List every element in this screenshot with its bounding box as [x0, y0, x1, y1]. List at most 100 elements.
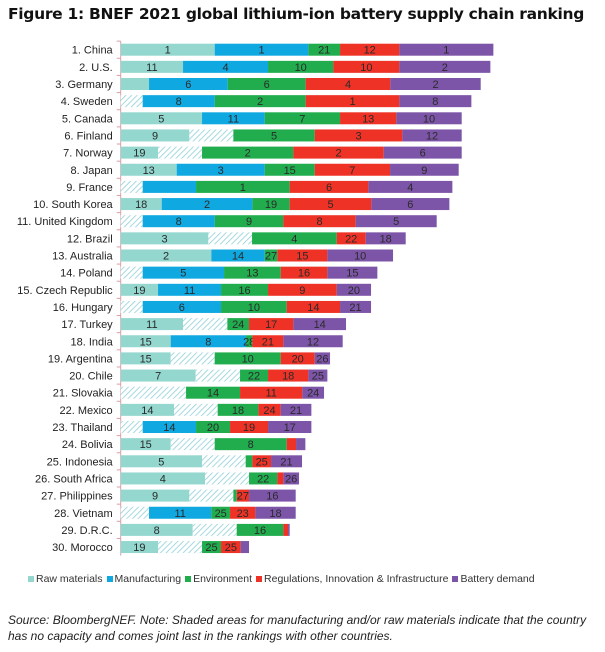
bar-segment-battery-demand [371, 198, 450, 211]
segment-rank-label: 5 [180, 268, 186, 280]
segment-rank-label: 18 [380, 233, 392, 245]
segment-rank-label: 6 [264, 79, 270, 91]
bar-segment-environment [252, 198, 290, 211]
segment-rank-label: 21 [349, 302, 361, 314]
bar-segment-battery-demand [271, 455, 303, 468]
segment-rank-label: 5 [327, 199, 333, 211]
segment-rank-label: 13 [362, 113, 374, 125]
segment-rank-label: 9 [421, 165, 427, 177]
segment-rank-label: 19 [243, 422, 255, 434]
bar-segment-regulations-innovation-infrastructure [340, 112, 397, 125]
bar-segment-regulations-innovation-infrastructure [305, 78, 391, 90]
bar-segment-battery-demand [283, 472, 300, 485]
segment-rank-label: 22 [345, 233, 357, 245]
bar-segment-raw-materials [120, 386, 143, 399]
segment-rank-label: 2 [335, 148, 341, 160]
segment-rank-label: 4 [160, 473, 166, 485]
country-label: 8. Japan [70, 165, 112, 177]
legend-item: Manufacturing [106, 573, 181, 585]
country-label: 16. Hungary [53, 302, 113, 314]
country-label: 10. South Korea [33, 199, 113, 211]
bar-segment-battery-demand [390, 78, 481, 90]
bar-segment-raw-materials [120, 95, 143, 108]
segment-rank-label: 19 [133, 542, 145, 554]
segment-rank-label: 24 [232, 319, 244, 331]
segment-rank-label: 16 [298, 268, 310, 280]
bar-segment-regulations-innovation-infrastructure [286, 438, 297, 451]
segment-rank-label: 15 [140, 336, 152, 348]
bar-segment-raw-materials [120, 472, 206, 485]
bar-segment-environment [202, 541, 222, 554]
bar-segment-environment [240, 369, 269, 382]
segment-rank-label: 10 [295, 62, 307, 74]
segment-rank-label: 18 [135, 199, 147, 211]
segment-rank-label: 2 [163, 251, 169, 263]
bar-segment-battery-demand [327, 266, 378, 279]
bar-segment-regulations-innovation-infrastructure [221, 541, 241, 554]
bar-segment-raw-materials [120, 232, 209, 245]
legend: Raw materials Manufacturing Environment Reg… [28, 573, 535, 585]
segment-rank-label: 21 [290, 405, 302, 417]
bar-segment-environment [196, 180, 290, 193]
segment-rank-label: 25 [205, 542, 217, 554]
segment-rank-label: 26 [316, 353, 328, 365]
segment-rank-label: 8 [205, 336, 211, 348]
segment-rank-label: 28 [243, 336, 255, 348]
bar-segment-manufacturing [208, 232, 253, 245]
segment-rank-label: 7 [349, 165, 355, 177]
segment-rank-label: 1 [258, 45, 264, 57]
segment-rank-label: 9 [152, 130, 158, 142]
segment-rank-label: 21 [280, 456, 292, 468]
bar-segment-raw-materials [120, 438, 171, 451]
segment-rank-label: 8 [316, 216, 322, 228]
country-label: 7. Norway [63, 148, 113, 160]
legend-swatch [452, 576, 459, 582]
segment-rank-label: 22 [257, 473, 269, 485]
segment-rank-label: 5 [271, 130, 277, 142]
bar-segment-battery-demand [240, 541, 250, 554]
segment-rank-label: 9 [246, 216, 252, 228]
segment-rank-label: 5 [158, 113, 164, 125]
legend-swatch [106, 576, 113, 582]
segment-rank-label: 17 [265, 319, 277, 331]
bar-segment-regulations-innovation-infrastructure [240, 386, 303, 399]
segment-rank-label: 20 [292, 353, 304, 365]
segment-rank-label: 15 [346, 268, 358, 280]
bar-segment-manufacturing [142, 180, 197, 193]
bar-segment-environment [227, 318, 250, 331]
bar-segment-battery-demand [280, 403, 312, 416]
segment-rank-label: 21 [318, 45, 330, 57]
segment-rank-label: 13 [143, 165, 155, 177]
segment-rank-label: 8 [176, 96, 182, 108]
bar-segment-regulations-innovation-infrastructure [305, 95, 400, 108]
bar-segment-environment [249, 472, 278, 485]
segment-rank-label: 2 [257, 96, 263, 108]
segment-rank-label: 6 [185, 79, 191, 91]
segment-rank-label: 14 [163, 422, 175, 434]
bar-segment-manufacturing [161, 198, 253, 211]
bar-segment-environment [308, 43, 341, 56]
legend-item: Environment [185, 573, 252, 585]
segment-rank-label: 6 [407, 199, 413, 211]
country-label: 17. Turkey [61, 319, 113, 331]
bar-segment-raw-materials [120, 541, 159, 554]
country-label: 23. Thailand [52, 422, 112, 434]
bar-segment-manufacturing [214, 43, 309, 56]
segment-rank-label: 14 [314, 319, 326, 331]
segment-rank-label: 27 [237, 491, 249, 503]
bar-segment-manufacturing [158, 146, 203, 159]
segment-rank-label: 15 [284, 165, 296, 177]
country-label: 25. Indonesia [47, 456, 114, 468]
segment-rank-label: 15 [296, 251, 308, 263]
segment-rank-label: 16 [238, 285, 250, 297]
segment-rank-label: 14 [232, 251, 244, 263]
segment-rank-label: 4 [345, 79, 351, 91]
segment-rank-label: 15 [140, 353, 152, 365]
segment-rank-label: 10 [248, 302, 260, 314]
legend-label: Environment [193, 573, 253, 585]
bar-segment-battery-demand [355, 215, 437, 228]
bar-segment-raw-materials [120, 403, 175, 416]
bar-segment-manufacturing [202, 455, 246, 468]
segment-rank-label: 3 [161, 233, 167, 245]
segment-rank-label: 8 [248, 439, 254, 451]
